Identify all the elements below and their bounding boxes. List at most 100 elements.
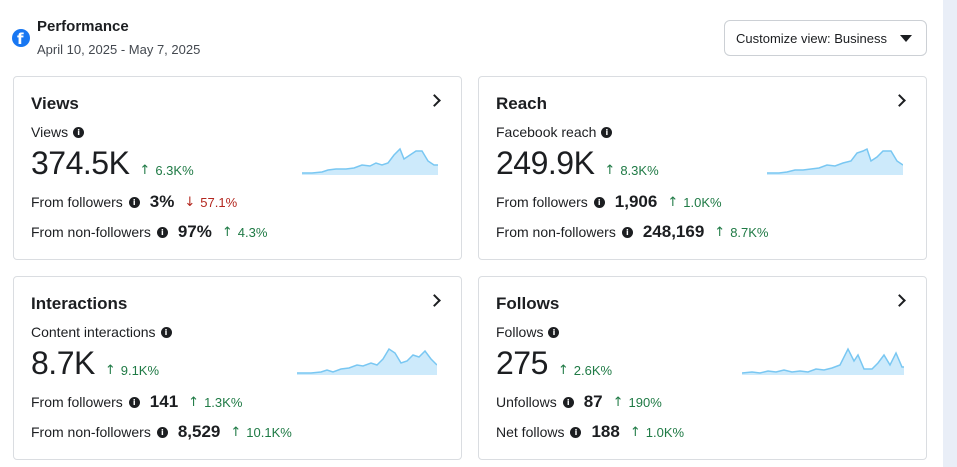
arrow-up-icon: ↑ — [612, 394, 624, 410]
sparkline-area — [767, 149, 903, 175]
sub-metric-label: Unfollows — [496, 394, 557, 410]
metric-label-text: Views — [31, 124, 69, 140]
metric-label-text: Content interactions — [31, 324, 156, 340]
caret-down-icon — [900, 35, 912, 42]
sub-metric-delta-text: 1.3K% — [204, 394, 243, 410]
sub-metric-delta: ↓ 57.1% — [184, 195, 237, 210]
sub-metric-row: Net follows i 188 ↑ 1.0K% — [496, 422, 684, 442]
info-icon[interactable]: i — [548, 326, 560, 338]
sub-metric-label: Net follows — [496, 424, 565, 440]
info-icon[interactable]: i — [73, 126, 85, 138]
sub-metric-row: From non-followers i 97% ↑ 4.3% — [31, 222, 267, 242]
sparkline-chart — [767, 147, 903, 175]
metric-value: 249.9K — [496, 145, 595, 181]
chevron-right-icon[interactable] — [893, 94, 906, 107]
card-title: Views — [31, 94, 79, 113]
sub-metric-row: From followers i 1,906 ↑ 1.0K% — [496, 192, 722, 212]
arrow-up-icon: ↑ — [104, 363, 116, 378]
metric-delta: ↑ 9.1K% — [105, 363, 159, 378]
sub-metric-row: Unfollows i 87 ↑ 190% — [496, 392, 662, 412]
metric-label: Follows i — [496, 324, 560, 340]
metric-value: 8.7K — [31, 345, 95, 381]
info-icon[interactable]: i — [128, 396, 140, 408]
metric-label-text: Facebook reach — [496, 124, 597, 140]
card-title: Interactions — [31, 294, 128, 313]
info-icon[interactable]: i — [562, 396, 574, 408]
chevron-right-icon[interactable] — [428, 294, 441, 307]
metric-delta-text: 2.6K% — [573, 363, 613, 378]
arrow-up-icon: ↑ — [557, 363, 569, 378]
info-icon[interactable]: i — [156, 426, 168, 438]
info-icon[interactable]: i — [593, 196, 605, 208]
sub-metric-value: 1,906 — [614, 192, 658, 211]
sub-metric-label: From followers — [31, 194, 123, 210]
sub-metric-delta: ↑ 4.3% — [222, 225, 268, 240]
info-icon[interactable]: i — [621, 226, 633, 238]
sub-metric-row: From non-followers i 8,529 ↑ 10.1K% — [31, 422, 292, 442]
sub-metric-delta-text: 8.7K% — [730, 224, 769, 240]
card-follows[interactable]: Follows Follows i 275 ↑ 2.6K% Unfollows i… — [478, 276, 927, 460]
sparkline-chart — [742, 347, 904, 375]
metric-label: Facebook reach i — [496, 124, 613, 140]
chevron-right-icon[interactable] — [428, 94, 441, 107]
sub-metric-row: From followers i 3% ↓ 57.1% — [31, 192, 237, 212]
sub-metric-delta-text: 4.3% — [237, 224, 268, 240]
metric-label: Content interactions i — [31, 324, 172, 340]
sub-metric-delta-text: 1.0K% — [683, 194, 722, 210]
card-reach[interactable]: Reach Facebook reach i 249.9K ↑ 8.3K% Fro… — [478, 76, 927, 260]
metric-value-row: 249.9K ↑ 8.3K% — [496, 145, 659, 182]
metric-value-row: 374.5K ↑ 6.3K% — [31, 145, 194, 182]
arrow-down-icon: ↓ — [184, 194, 196, 210]
arrow-up-icon: ↑ — [629, 424, 641, 440]
metric-value-row: 8.7K ↑ 9.1K% — [31, 345, 159, 382]
date-range: April 10, 2025 - May 7, 2025 — [37, 42, 201, 57]
arrow-up-icon: ↑ — [667, 194, 679, 210]
info-icon[interactable]: i — [570, 426, 582, 438]
sub-metric-row: From followers i 141 ↑ 1.3K% — [31, 392, 242, 412]
info-icon[interactable]: i — [128, 196, 140, 208]
sparkline-line — [297, 347, 437, 374]
metric-delta-text: 8.3K% — [620, 163, 659, 178]
card-interactions[interactable]: Interactions Content interactions i 8.7K… — [13, 276, 462, 460]
sub-metric-label: From non-followers — [31, 224, 151, 240]
arrow-up-icon: ↑ — [188, 394, 200, 410]
sub-metric-row: From non-followers i 248,169 ↑ 8.7K% — [496, 222, 769, 242]
sub-metric-delta: ↑ 8.7K% — [714, 225, 768, 240]
arrow-up-icon: ↑ — [604, 163, 616, 178]
customize-view-label: Customize view: Business — [736, 30, 887, 46]
info-icon[interactable]: i — [160, 326, 172, 338]
card-title: Follows — [496, 294, 560, 313]
metric-delta: ↑ 8.3K% — [604, 163, 658, 178]
sparkline-line — [742, 347, 904, 374]
metric-value: 374.5K — [31, 145, 130, 181]
info-icon[interactable]: i — [156, 226, 168, 238]
sparkline-area — [297, 349, 437, 375]
sub-metric-delta-text: 57.1% — [200, 194, 238, 210]
sub-metric-value: 248,169 — [642, 222, 705, 241]
sub-metric-value: 87 — [583, 392, 603, 411]
chevron-right-icon[interactable] — [893, 294, 906, 307]
metric-delta: ↑ 2.6K% — [558, 363, 612, 378]
metric-label-text: Follows — [496, 324, 544, 340]
info-icon[interactable]: i — [601, 126, 613, 138]
arrow-up-icon: ↑ — [139, 163, 151, 178]
customize-view-button[interactable]: Customize view: Business — [724, 20, 927, 56]
sub-metric-delta: ↑ 10.1K% — [230, 425, 291, 440]
sub-metric-delta: ↑ 1.0K% — [630, 425, 684, 440]
metric-delta: ↑ 6.3K% — [139, 163, 193, 178]
sub-metric-delta: ↑ 1.3K% — [188, 395, 242, 410]
sub-metric-delta-text: 1.0K% — [645, 424, 685, 440]
sub-metric-delta-text: 190% — [628, 394, 662, 410]
sparkline-line — [302, 147, 438, 174]
sub-metric-value: 97% — [177, 222, 212, 241]
arrow-up-icon: ↑ — [221, 224, 233, 240]
sub-metric-value: 8,529 — [177, 422, 221, 441]
scrollbar-track[interactable] — [943, 0, 957, 467]
sub-metric-label: From non-followers — [31, 424, 151, 440]
metric-label: Views i — [31, 124, 85, 140]
metric-delta-text: 9.1K% — [120, 363, 160, 378]
sub-metric-delta: ↑ 1.0K% — [667, 195, 721, 210]
arrow-up-icon: ↑ — [230, 424, 242, 440]
card-views[interactable]: Views Views i 374.5K ↑ 6.3K% From followe… — [13, 76, 462, 260]
sub-metric-label: From followers — [496, 194, 588, 210]
